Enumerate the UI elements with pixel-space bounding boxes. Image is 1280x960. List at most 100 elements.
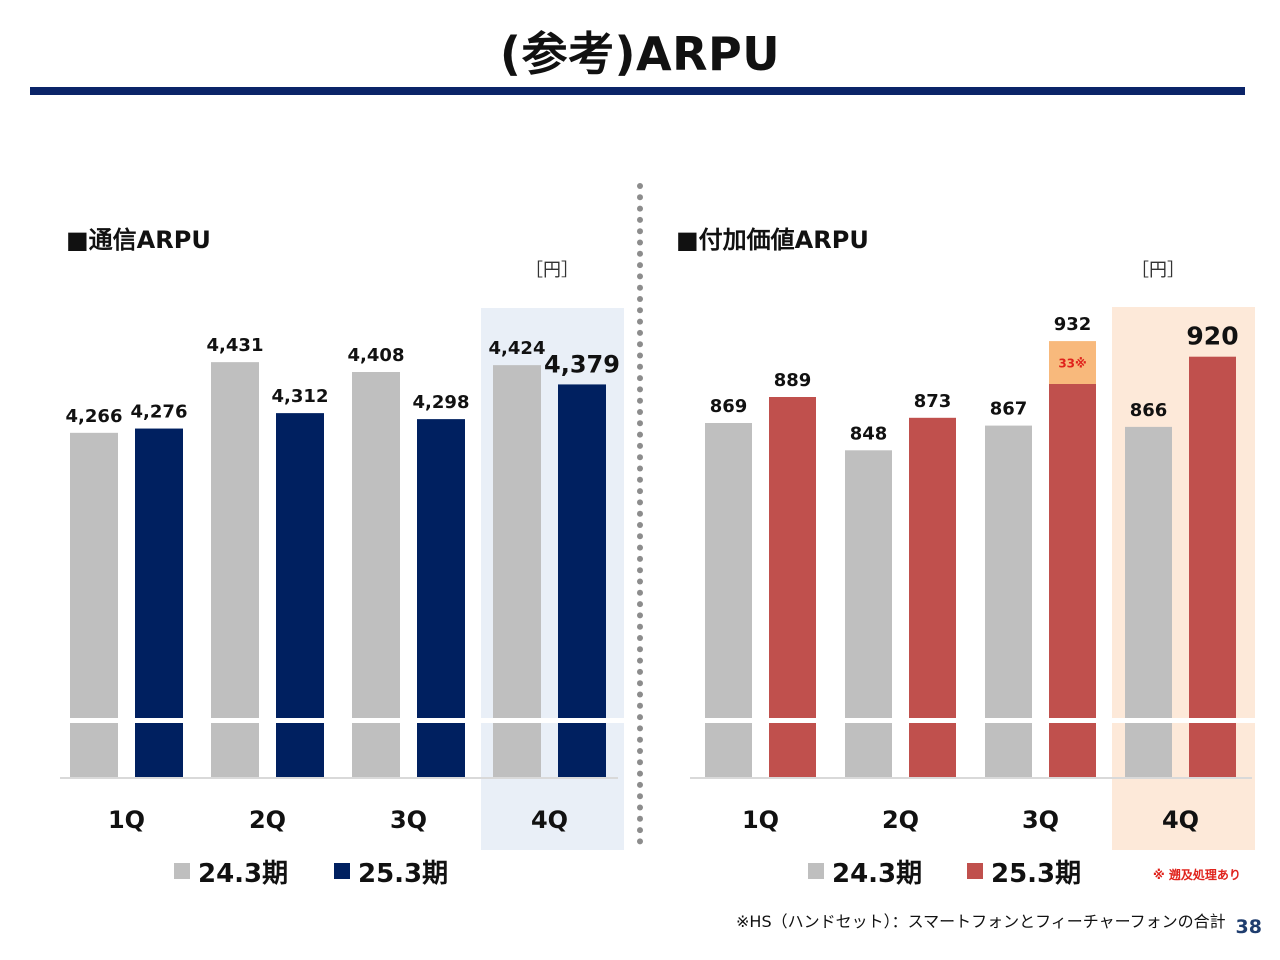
- legend-label: 24.3期: [198, 859, 288, 889]
- divider-dot: [637, 522, 643, 528]
- divider-dot: [637, 589, 643, 596]
- bar: [1189, 356, 1236, 778]
- page-number: 38: [1235, 916, 1262, 938]
- bar: [705, 423, 752, 778]
- value-label: 848: [850, 423, 888, 444]
- legend-label: 25.3期: [358, 859, 448, 889]
- divider-dot: [637, 623, 643, 630]
- category-label: 3Q: [1022, 806, 1059, 834]
- divider-dot: [637, 296, 643, 302]
- divider-dot: [637, 510, 643, 517]
- divider-dot: [637, 635, 643, 641]
- divider-dot: [637, 363, 643, 370]
- divider-dot: [637, 578, 643, 585]
- axis-break: [62, 718, 624, 723]
- panel-divider: [637, 183, 643, 845]
- divider-dot: [637, 601, 643, 608]
- divider-dot: [637, 228, 643, 235]
- legend-swatch: [174, 863, 190, 879]
- divider-dot: [637, 488, 643, 495]
- bar: [769, 397, 816, 778]
- value-label: 4,408: [348, 345, 405, 366]
- divider-dot: [637, 409, 643, 415]
- value-label: 4,424: [489, 338, 546, 359]
- value-added-arpu-chart: ■付加価値ARPU ［円］ 869 889 1Q 848 873 2Q 867 33※ 932 3Q 8…: [676, 226, 1258, 889]
- divider-dot: [637, 318, 643, 325]
- page-title: (参考)ARPU: [499, 27, 781, 81]
- legend-label: 25.3期: [991, 859, 1081, 889]
- value-label: 4,276: [131, 402, 188, 423]
- divider-dot: [637, 680, 643, 687]
- footnote: ※HS（ハンドセット）：スマートフォンとフィーチャーフォンの合計: [736, 912, 1226, 931]
- unit-label: ［円］: [1131, 260, 1185, 281]
- divider-dot: [637, 431, 643, 438]
- category-label: 2Q: [249, 806, 286, 834]
- value-label: 920: [1186, 322, 1238, 351]
- divider-dot: [637, 702, 643, 709]
- divider-dot: [637, 793, 643, 800]
- divider-dot: [637, 725, 643, 732]
- divider-dot: [637, 307, 643, 314]
- divider-dot: [637, 205, 643, 212]
- divider-dot: [637, 544, 643, 551]
- category-label: 1Q: [742, 806, 779, 834]
- category-label: 4Q: [1162, 806, 1199, 834]
- bar: [845, 450, 892, 778]
- divider-dot: [637, 250, 643, 257]
- divider-dot: [637, 329, 643, 336]
- bar: [985, 425, 1032, 778]
- value-label: 932: [1054, 314, 1092, 335]
- divider-dot: [637, 442, 643, 449]
- divider-dot: [637, 668, 643, 675]
- divider-dot: [637, 838, 643, 845]
- bar: [135, 428, 183, 778]
- value-label: 867: [990, 399, 1028, 420]
- value-label: 4,431: [207, 335, 264, 356]
- chart-title: ■通信ARPU: [66, 226, 211, 254]
- unit-label: ［円］: [525, 260, 579, 281]
- divider-dot: [637, 612, 643, 619]
- divider-dot: [637, 567, 643, 574]
- bar: [909, 417, 956, 778]
- bar: [1049, 384, 1096, 778]
- value-label: 4,266: [66, 406, 123, 427]
- divider-dot: [637, 397, 643, 404]
- divider-dot: [637, 804, 643, 811]
- divider-dot: [637, 657, 643, 664]
- divider-dot: [637, 216, 643, 223]
- bar: [276, 413, 324, 778]
- value-label: 873: [914, 391, 952, 412]
- divider-dot: [637, 386, 643, 393]
- divider-dot: [637, 555, 643, 562]
- value-label: 4,312: [272, 386, 329, 407]
- bar: [352, 372, 400, 778]
- bar: [558, 384, 606, 778]
- value-label: 869: [710, 396, 748, 417]
- divider-dot: [637, 759, 643, 766]
- bar: [493, 365, 541, 778]
- bar: [1125, 426, 1172, 778]
- value-label: 4,298: [413, 392, 470, 413]
- divider-dot: [637, 476, 643, 483]
- divider-dot: [637, 273, 643, 280]
- legend-swatch: [967, 863, 983, 879]
- divider-dot: [637, 646, 643, 653]
- legend-label: 24.3期: [832, 859, 922, 889]
- divider-dot: [637, 375, 643, 382]
- divider-dot: [637, 770, 643, 777]
- divider-dot: [637, 352, 643, 359]
- bar: [70, 432, 118, 778]
- divider-dot: [637, 736, 643, 743]
- value-label: 4,379: [544, 350, 620, 378]
- bar: [211, 362, 259, 778]
- bar: [417, 419, 465, 778]
- legend-note: ※ 遡及処理あり: [1153, 867, 1241, 882]
- divider-dot: [637, 533, 643, 540]
- category-label: 1Q: [108, 806, 145, 834]
- divider-dot: [637, 420, 643, 427]
- divider-dot: [637, 714, 643, 721]
- chart-title: ■付加価値ARPU: [676, 226, 869, 254]
- divider-dot: [637, 827, 643, 834]
- telecom-arpu-chart: ■通信ARPU ［円］ 4,266 4,276 1Q 4,431 4,312 2Q 4,408 4…: [60, 226, 624, 889]
